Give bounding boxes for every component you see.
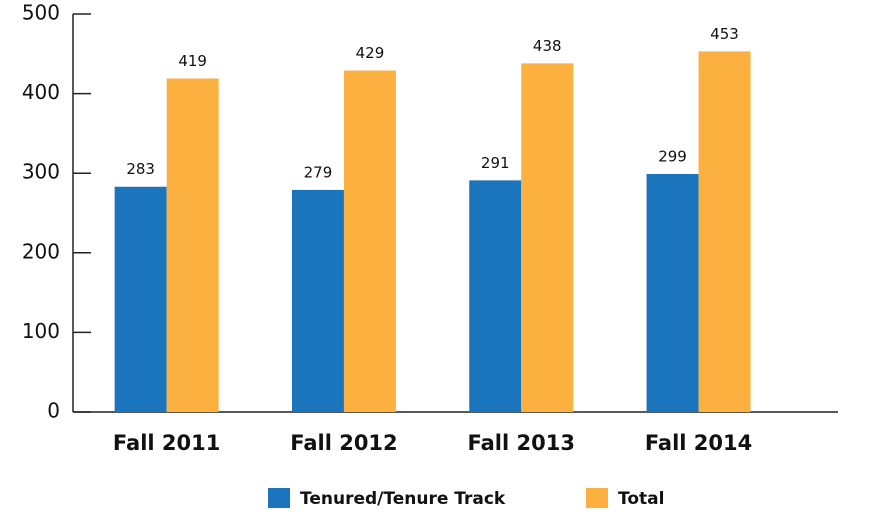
bar: [166, 78, 219, 412]
data-label: 419: [178, 52, 207, 70]
legend-swatch: [586, 488, 608, 508]
x-tick-label: Fall 2012: [290, 431, 397, 455]
data-label: 429: [356, 44, 385, 62]
y-tick-label: 500: [22, 1, 60, 25]
y-tick-label: 400: [22, 80, 60, 104]
y-tick-label: 0: [47, 399, 60, 423]
x-tick-label: Fall 2014: [645, 431, 752, 455]
bar: [698, 51, 751, 413]
bar: [646, 173, 699, 412]
data-label: 438: [533, 37, 562, 55]
legend-label: Tenured/Tenure Track: [300, 489, 506, 509]
data-label: 291: [481, 154, 510, 172]
bar: [343, 70, 396, 413]
y-tick-label: 100: [22, 319, 60, 343]
data-label: 299: [658, 147, 687, 165]
data-label: 453: [710, 25, 739, 43]
legend-label: Total: [618, 489, 664, 509]
x-tick-label: Fall 2011: [113, 431, 220, 455]
bar: [114, 186, 167, 412]
data-label: 279: [304, 163, 333, 181]
bar: [291, 189, 344, 412]
bar: [521, 63, 574, 413]
x-tick-label: Fall 2013: [468, 431, 575, 455]
y-tick-label: 200: [22, 239, 60, 263]
y-tick-label: 300: [22, 160, 60, 184]
data-label: 283: [126, 160, 155, 178]
legend-swatch: [268, 488, 290, 508]
bar: [469, 180, 522, 412]
